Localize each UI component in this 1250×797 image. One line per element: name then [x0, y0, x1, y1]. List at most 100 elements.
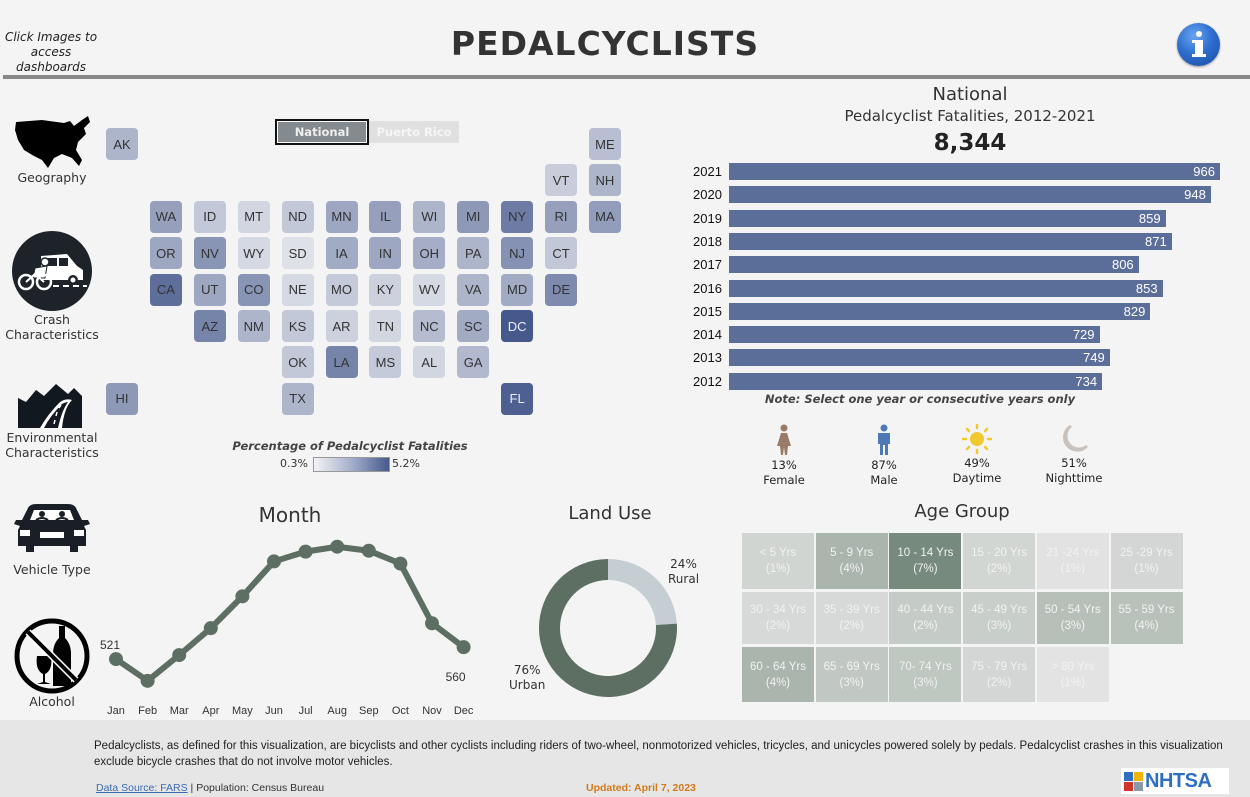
data-source-link[interactable]: Data Source: FARS [96, 782, 188, 794]
month-point-may[interactable] [235, 589, 250, 604]
nav-environmental-characteristics[interactable]: Environmental Characteristics [4, 380, 100, 460]
state-tile-nh[interactable]: NH [588, 164, 621, 197]
stat-nighttime[interactable]: 51% Nighttime [1034, 424, 1114, 486]
state-tile-ny[interactable]: NY [501, 200, 534, 233]
stat-daytime[interactable]: 49% Daytime [937, 424, 1017, 486]
nav-crash-characteristics[interactable]: Crash Characteristics [4, 230, 100, 342]
state-tile-nm[interactable]: NM [237, 310, 270, 342]
state-tile-ky[interactable]: KY [369, 273, 402, 306]
state-tile-or[interactable]: OR [149, 237, 182, 270]
state-tile-wi[interactable]: WI [413, 200, 446, 233]
state-tile-tx[interactable]: TX [281, 382, 314, 415]
age-cell[interactable]: 45 - 49 Yrs (3%) [963, 592, 1036, 644]
state-tile-nc[interactable]: NC [413, 310, 446, 342]
bar-2014[interactable]: 729 [729, 326, 1100, 344]
age-cell[interactable]: 15 - 20 Yrs (2%) [963, 533, 1036, 589]
age-cell[interactable]: 5 - 9 Yrs (4%) [815, 533, 888, 589]
state-tile-oh[interactable]: OH [413, 237, 446, 270]
state-tile-fl[interactable]: FL [501, 382, 534, 415]
bar-2012[interactable]: 734 [729, 372, 1103, 390]
age-cell[interactable]: 10 - 14 Yrs (7%) [889, 533, 962, 589]
state-tile-ok[interactable]: OK [281, 346, 314, 379]
age-cell[interactable]: 30 - 34 Yrs (2%) [742, 592, 814, 644]
state-tile-sc[interactable]: SC [457, 310, 490, 342]
state-tile-ks[interactable]: KS [281, 310, 314, 342]
age-cell[interactable]: 75 - 79 Yrs (2%) [963, 647, 1036, 702]
state-tile-co[interactable]: CO [237, 273, 270, 306]
month-point-jan[interactable] [109, 652, 123, 667]
age-cell[interactable]: 55 - 59 Yrs (4%) [1110, 592, 1183, 644]
age-cell[interactable]: > 80 Yrs (1%) [1036, 647, 1109, 702]
bar-2017[interactable]: 806 [729, 256, 1139, 274]
state-tile-az[interactable]: AZ [193, 310, 226, 342]
state-tile-mo[interactable]: MO [325, 273, 358, 306]
month-point-mar[interactable] [172, 648, 187, 663]
toggle-puerto-rico[interactable]: Puerto Rico [369, 121, 459, 143]
nav-alcohol[interactable]: Alcohol [4, 618, 100, 709]
age-cell[interactable]: < 5 Yrs (1%) [742, 533, 814, 589]
age-cell[interactable]: 21 -24 Yrs (1%) [1036, 533, 1109, 589]
state-tile-nd[interactable]: ND [281, 200, 314, 233]
state-tile-il[interactable]: IL [369, 200, 402, 233]
info-icon[interactable] [1177, 23, 1220, 66]
age-cell[interactable]: 70- 74 Yrs (3%) [889, 647, 962, 702]
month-point-apr[interactable] [203, 621, 218, 636]
bar-2013[interactable]: 749 [729, 349, 1110, 367]
state-tile-ca[interactable]: CA [149, 273, 182, 306]
state-tile-me[interactable]: ME [588, 128, 621, 160]
state-tile-md[interactable]: MD [501, 273, 534, 306]
state-tile-in[interactable]: IN [369, 237, 402, 270]
state-tile-tn[interactable]: TN [369, 310, 402, 342]
state-tile-wv[interactable]: WV [413, 273, 446, 306]
state-tile-ma[interactable]: MA [588, 200, 621, 233]
age-cell[interactable]: 25 -29 Yrs (1%) [1110, 533, 1183, 589]
nhtsa-logo[interactable]: NHTSA [1121, 768, 1229, 794]
state-tile-la[interactable]: LA [325, 346, 358, 379]
state-tile-ar[interactable]: AR [325, 310, 358, 342]
bar-2019[interactable]: 859 [729, 209, 1166, 227]
state-tile-hi[interactable]: HI [106, 382, 138, 415]
state-tile-nv[interactable]: NV [193, 237, 226, 270]
state-tile-id[interactable]: ID [193, 200, 226, 233]
state-tile-vt[interactable]: VT [545, 164, 577, 197]
month-point-sep[interactable] [361, 543, 376, 558]
stat-female[interactable]: 13% Female [744, 424, 824, 488]
age-cell[interactable]: 35 - 39 Yrs (2%) [815, 592, 888, 644]
state-tile-pa[interactable]: PA [457, 237, 490, 270]
state-tile-mt[interactable]: MT [237, 200, 270, 233]
state-tile-mi[interactable]: MI [457, 200, 490, 233]
bar-2020[interactable]: 948 [729, 186, 1211, 204]
land-use-slice-urban[interactable] [539, 559, 677, 697]
state-tile-ne[interactable]: NE [281, 273, 314, 306]
land-use-slice-rural[interactable] [608, 559, 677, 625]
state-tile-wy[interactable]: WY [237, 237, 270, 270]
month-point-aug[interactable] [330, 539, 345, 554]
state-tile-ga[interactable]: GA [457, 346, 490, 379]
state-tile-dc[interactable]: DC [501, 310, 534, 342]
bar-2018[interactable]: 871 [729, 232, 1172, 250]
bar-2021[interactable]: 966 [729, 163, 1220, 180]
state-tile-ak[interactable]: AK [106, 128, 138, 160]
nav-vehicle-type[interactable]: Vehicle Type [4, 502, 100, 577]
month-point-jul[interactable] [298, 544, 313, 559]
age-cell[interactable]: 40 - 44 Yrs (2%) [889, 592, 962, 644]
state-tile-va[interactable]: VA [457, 273, 490, 306]
state-tile-ct[interactable]: CT [545, 237, 577, 270]
stat-male[interactable]: 87% Male [844, 424, 924, 488]
state-tile-ri[interactable]: RI [545, 200, 577, 233]
month-point-feb[interactable] [140, 673, 155, 688]
age-cell[interactable]: 50 - 54 Yrs (3%) [1036, 592, 1109, 644]
month-point-dec[interactable] [456, 640, 471, 655]
month-point-oct[interactable] [393, 556, 408, 571]
month-point-jun[interactable] [267, 554, 281, 569]
state-tile-sd[interactable]: SD [281, 237, 314, 270]
state-tile-al[interactable]: AL [413, 346, 446, 379]
age-cell[interactable]: 60 - 64 Yrs (4%) [742, 647, 814, 702]
month-point-nov[interactable] [425, 616, 439, 631]
state-tile-de[interactable]: DE [545, 273, 577, 306]
state-tile-wa[interactable]: WA [149, 200, 182, 233]
state-tile-nj[interactable]: NJ [501, 237, 534, 270]
nav-geography[interactable]: Geography [4, 114, 100, 185]
bar-2016[interactable]: 853 [729, 279, 1163, 297]
bar-2015[interactable]: 829 [729, 302, 1151, 320]
